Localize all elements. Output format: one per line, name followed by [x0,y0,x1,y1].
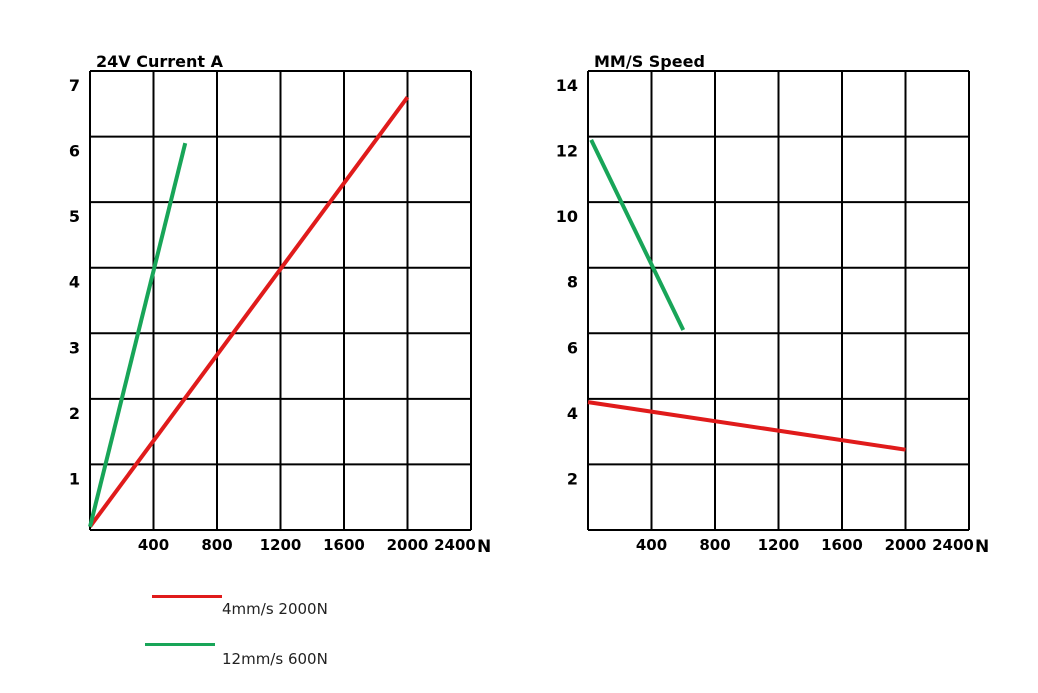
y-tick-label: 7 [69,76,80,95]
series-line-green [88,142,188,528]
y-tick-label: 14 [556,76,578,95]
chart-title: MM/S Speed [594,52,705,71]
legend-label-green: 12mm/s 600N [222,650,328,668]
x-axis-label: N [975,537,989,557]
x-tick-label: 1200 [758,536,800,554]
legend-line-red [152,595,222,598]
y-tick-label: 12 [556,142,578,161]
y-tick-label: 6 [69,142,80,161]
x-tick-label: 1200 [260,536,302,554]
y-tick-label: 4 [567,404,578,423]
y-tick-label: 5 [69,207,80,226]
y-tick-label: 3 [69,338,80,357]
x-tick-label: 400 [138,536,169,554]
legend-label-red: 4mm/s 2000N [222,600,328,618]
y-tick-label: 6 [567,338,578,357]
x-tick-label: 2400 [434,536,476,554]
x-tick-label: 2000 [387,536,429,554]
y-tick-label: 2 [567,469,578,488]
legend-line-green [145,643,215,646]
chart-title: 24V Current A [96,52,224,71]
x-tick-label: 400 [636,536,667,554]
y-tick-label: 2 [69,404,80,423]
x-tick-label: 800 [201,536,232,554]
x-tick-label: 1600 [323,536,365,554]
series-line-green [589,138,686,331]
series-line-red [88,96,410,528]
x-tick-label: 1600 [821,536,863,554]
y-tick-label: 4 [69,273,80,292]
x-tick-label: 2000 [885,536,927,554]
x-tick-label: 2400 [932,536,974,554]
series-line-red [587,400,906,452]
y-tick-label: 8 [567,273,578,292]
y-tick-label: 10 [556,207,578,226]
x-tick-label: 800 [699,536,730,554]
x-axis-label: N [477,537,491,557]
y-tick-label: 1 [69,469,80,488]
